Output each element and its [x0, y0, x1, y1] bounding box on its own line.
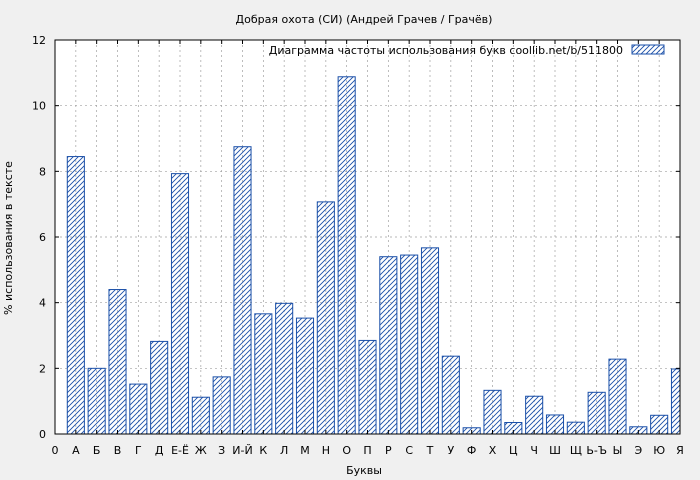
bar-Е-Ё	[170, 173, 190, 435]
y-tick-label: 6	[39, 231, 46, 244]
bar-В	[108, 289, 127, 435]
bar-Ч	[525, 395, 544, 435]
bar-К	[254, 313, 273, 435]
x-tick-label: А	[72, 444, 80, 457]
bar-Ж	[191, 396, 210, 435]
bar-А	[66, 156, 85, 435]
bar-Г	[129, 383, 148, 435]
bar-Л	[275, 302, 294, 435]
x-tick-label: Ы	[613, 444, 623, 457]
x-tick-label: 0	[52, 444, 59, 457]
x-tick-label: Ю	[653, 444, 665, 457]
bar-М	[295, 317, 315, 435]
bar-П	[358, 339, 377, 435]
x-tick-label: И-Й	[232, 444, 252, 457]
y-axis-label: % использования в тексте	[2, 161, 15, 315]
x-tick-label: Я	[676, 444, 684, 457]
bar-Б	[87, 367, 106, 435]
x-tick-label: Л	[280, 444, 288, 457]
x-tick-label: З	[218, 444, 225, 457]
x-tick-label: Х	[489, 444, 497, 457]
bar-Ь-Ъ	[587, 391, 606, 435]
grid	[55, 40, 680, 434]
bar-Т	[420, 247, 440, 435]
x-tick-label: Т	[426, 444, 434, 457]
bar-О	[337, 76, 356, 435]
x-tick-label: Н	[322, 444, 330, 457]
x-tick-label: Ш	[549, 444, 561, 457]
x-tick-label: Р	[385, 444, 392, 457]
bar-Н	[316, 201, 335, 435]
chart-title: Добрая охота (СИ) (Андрей Грачев / Грачё…	[236, 13, 493, 26]
x-tick-label: Б	[93, 444, 101, 457]
bar-И-Й	[233, 146, 252, 435]
x-tick-label: Е-Ё	[171, 444, 189, 457]
x-tick-label: У	[447, 444, 454, 457]
bar-Ы	[608, 358, 627, 435]
bar-С	[400, 254, 419, 435]
x-tick-label: Д	[155, 444, 164, 457]
bar-У	[441, 355, 460, 435]
x-tick-label: Ж	[195, 444, 207, 457]
y-tick-label: 0	[39, 428, 46, 441]
x-tick-label: П	[363, 444, 371, 457]
x-tick-label: Ф	[467, 444, 476, 457]
legend-label: Диаграмма частоты использования букв coo…	[269, 44, 623, 57]
x-tick-label: К	[259, 444, 267, 457]
x-axis-label: Буквы	[346, 464, 382, 477]
y-tick-label: 8	[39, 165, 46, 178]
bar-Х	[483, 389, 502, 435]
x-tick-label: Э	[634, 444, 642, 457]
x-tick-label: Ь-Ъ	[586, 444, 607, 457]
x-tick-label: Г	[135, 444, 142, 457]
y-tick-label: 4	[39, 297, 46, 310]
y-tick-label: 10	[32, 100, 46, 113]
bars	[66, 76, 681, 435]
legend: Диаграмма частоты использования букв coo…	[269, 44, 665, 57]
x-tick-label: С	[405, 444, 413, 457]
bar-З	[212, 376, 231, 435]
x-tick-label: В	[114, 444, 122, 457]
y-tick-label: 2	[39, 362, 46, 375]
bar-Д	[150, 340, 169, 435]
x-tick-label: О	[342, 444, 351, 457]
y-tick-label: 12	[32, 34, 46, 47]
legend-swatch	[631, 44, 665, 55]
x-tick-label: М	[300, 444, 310, 457]
x-tick-label: Ч	[530, 444, 538, 457]
bar-Р	[379, 256, 398, 435]
x-tick-label: Щ	[570, 444, 582, 457]
x-tick-label: Ц	[509, 444, 518, 457]
bar-Я	[670, 368, 681, 435]
